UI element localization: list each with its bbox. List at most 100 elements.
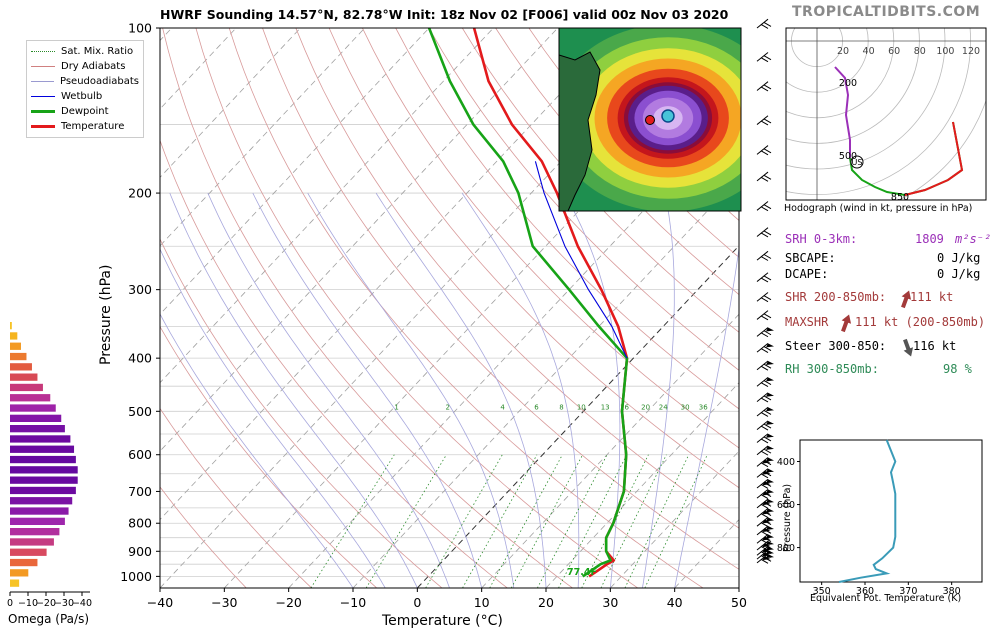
omega-bar (10, 332, 18, 340)
wind-barb (756, 553, 774, 564)
isotherm (160, 28, 494, 384)
index-label: DCAPE: (785, 267, 829, 281)
dry-adiabat (495, 28, 739, 296)
theta-e-x-tick-label: 350 (813, 586, 831, 597)
mixing-ratio-line (558, 454, 628, 588)
pseudoadiabat (564, 192, 621, 588)
hodograph-ring-label: 100 (936, 46, 954, 57)
dry-adiabat (160, 486, 247, 588)
legend-entry: Temperature (31, 119, 139, 134)
wind-barb (756, 250, 772, 261)
dry-adiabat (160, 325, 378, 588)
omega-bar (10, 404, 56, 412)
index-label: SRH 0-3km: (785, 232, 858, 246)
isotherm (160, 28, 559, 452)
legend-entry: Dry Adiabats (31, 59, 139, 74)
mixing-ratio-label: 10 (577, 403, 586, 411)
inset-frame (558, 27, 742, 212)
y-tick-label: 1000 (120, 569, 152, 584)
isotherm (160, 28, 430, 315)
theta-e-y-tick-label: 600 (777, 500, 795, 511)
pseudoadiabat (307, 192, 515, 588)
omega-bar (10, 548, 47, 556)
y-tick-label: 400 (128, 351, 152, 366)
index-unit: m²s⁻² (955, 232, 992, 246)
wind-barb (756, 377, 774, 388)
mixing-ratio-line (644, 454, 708, 588)
index-value: 98 % (943, 362, 972, 376)
omega-tick-label: −10 (18, 598, 38, 609)
omega-bar (10, 517, 65, 525)
wind-barbs (756, 18, 774, 564)
omega-bar (10, 352, 27, 361)
wind-barb (756, 145, 772, 156)
omega-bar (10, 476, 78, 484)
pseudoadiabat (207, 192, 450, 588)
pseudoadiabat (169, 192, 418, 588)
wind-barb (756, 171, 772, 182)
index-row: SBCAPE: 0 J/kg (785, 251, 980, 265)
mixing-ratio-label: 16 (620, 403, 629, 411)
wind-barb (756, 468, 774, 479)
legend-label: Temperature (61, 121, 125, 132)
legend-entry: Pseudoadiabats (31, 74, 139, 89)
coastline (559, 51, 601, 211)
omega-axis-label: Omega (Pa/s) (8, 612, 90, 626)
hodograph-point-label: 500 (839, 151, 857, 162)
omega-bar (10, 445, 75, 453)
wind-barb (756, 342, 774, 353)
mixing-ratio-line (310, 454, 395, 588)
storm-motion-label: US (852, 158, 863, 167)
wind-barb (756, 517, 774, 528)
index-label: SHR 200-850mb: (785, 290, 887, 304)
pseudoadiabat (461, 192, 580, 588)
shear-arrow-icon (903, 338, 914, 357)
omega-bar (10, 394, 51, 402)
y-tick-label: 700 (128, 484, 152, 499)
index-row: SHR 200-850mb: 111 kt (785, 290, 953, 304)
mixing-ratio-line (581, 454, 649, 588)
storm-eye (661, 109, 675, 123)
dry-adiabat (328, 28, 739, 489)
mixing-ratio-line (425, 454, 503, 588)
legend-label: Dewpoint (61, 106, 109, 117)
omega-bar (10, 322, 12, 330)
hodograph-trace-low-level (904, 121, 964, 196)
legend-swatch (31, 96, 55, 97)
legend-label: Pseudoadiabats (59, 76, 139, 87)
omega-tick-label: −40 (72, 598, 92, 609)
mixing-ratio-label: 6 (534, 403, 539, 411)
wind-barb (756, 115, 772, 126)
index-value: 0 J/kg (937, 251, 981, 265)
index-row: DCAPE: 0 J/kg (785, 267, 980, 281)
omega-bar (10, 342, 21, 350)
omega-tick-label: 0 (7, 598, 13, 609)
omega-bar (10, 507, 69, 515)
mixing-ratio-label: 2 (446, 403, 450, 411)
hodograph-point-label: 200 (839, 78, 857, 89)
x-tick-label: 30 (602, 595, 618, 610)
wetbulb-profile (534, 161, 628, 359)
mixing-ratio-line (600, 454, 667, 588)
legend-entry: Dewpoint (31, 104, 139, 119)
theta-e-frame (799, 439, 983, 583)
wind-barb (756, 420, 774, 431)
wind-barb (756, 433, 774, 444)
theta-e-x-label: Equivalent Pot. Temperature (K) (810, 593, 962, 604)
mixing-ratio-line (365, 454, 447, 588)
omega-bar (10, 569, 29, 577)
pseudoadiabat (252, 192, 483, 588)
theta-e-x-tick-label: 380 (943, 586, 961, 597)
theta-e-x-tick-label: 370 (899, 586, 917, 597)
y-axis-label: Pressure (hPa) (98, 264, 114, 365)
index-value: 116 kt (913, 339, 957, 353)
wind-barb (756, 272, 772, 283)
dry-adiabat (362, 28, 739, 449)
wind-barb (756, 310, 772, 321)
omega-bar (10, 486, 76, 495)
pseudoadiabat (375, 192, 547, 588)
mixing-ratio-label: 1 (394, 403, 398, 411)
x-tick-label: −10 (340, 595, 366, 610)
index-label: RH 300-850mb: (785, 362, 879, 376)
